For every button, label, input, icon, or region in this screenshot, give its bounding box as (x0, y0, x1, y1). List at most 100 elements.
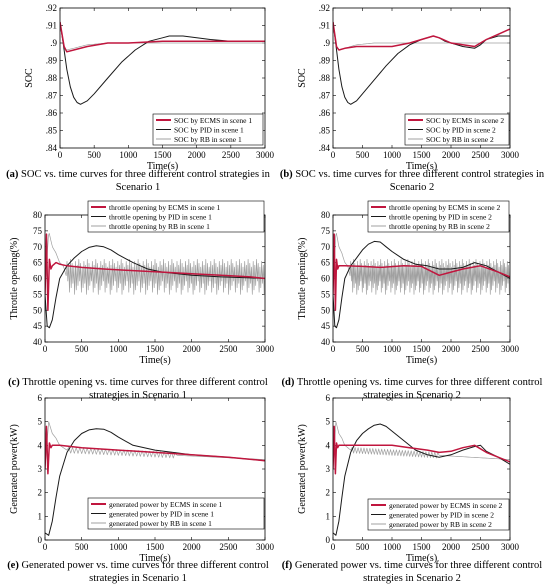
legend-label: generated power by PID in scene 2 (389, 510, 494, 519)
series-line-pid (333, 21, 510, 105)
series-line-rb (45, 232, 265, 295)
y-tick-label: 1 (326, 511, 331, 521)
y-tick-label: .89 (319, 56, 331, 66)
x-tick-label: 2000 (442, 150, 461, 160)
legend-label: generated power by ECMS in scene 2 (389, 501, 503, 510)
y-tick-label: .88 (319, 73, 331, 83)
y-tick-label: .92 (46, 3, 57, 13)
series-line-pid (45, 428, 265, 536)
x-tick-label: 3000 (501, 150, 520, 160)
x-tick-label: 0 (331, 542, 336, 552)
plot-area (333, 421, 510, 536)
y-axis-label: SOC (297, 68, 308, 88)
x-tick-label: 2000 (183, 542, 202, 552)
caption-label: (a) (6, 169, 19, 180)
x-tick-label: 2500 (219, 344, 238, 354)
y-tick-label: 0 (326, 535, 331, 545)
legend-label: SOC by ECMS in scene 1 (174, 116, 252, 125)
legend-label: throttle opening by RB in scene 1 (109, 222, 210, 231)
legend-box (367, 200, 510, 233)
x-tick-label: 500 (356, 344, 370, 354)
legend-label: generated power by RB in scene 1 (109, 519, 212, 528)
x-tick-label: 2500 (472, 542, 491, 552)
x-tick-label: 500 (87, 150, 101, 160)
legend-label: SOC by PID in scene 1 (174, 125, 244, 134)
chart-e: 0 500 1000 1500 2000 2500 3000 0 1 2 3 4 5 6 Time(s) Ge… (9, 393, 275, 564)
x-axis-label: Time(s) (139, 553, 170, 564)
x-tick-label: 2500 (219, 542, 238, 552)
x-tick-label: 3000 (501, 344, 520, 354)
legend-label: throttle opening by ECMS in scene 2 (389, 203, 500, 212)
x-tick-label: 0 (331, 344, 336, 354)
caption-e: (e) Generated power vs. time curves for … (3, 559, 273, 585)
legend: generated power by ECMS in scene 1genera… (87, 497, 265, 530)
x-tick-label: 2500 (472, 150, 491, 160)
series-line-rb (60, 21, 265, 51)
legend: throttle opening by ECMS in scene 2throt… (367, 200, 510, 233)
y-tick-label: 2 (326, 488, 331, 498)
caption-f: (f) Generated power vs. time curves for … (277, 559, 547, 585)
plot-frame (59, 7, 266, 149)
y-tick-label: .91 (46, 21, 57, 31)
y-tick-label: 4 (326, 440, 331, 450)
y-tick-label: .87 (46, 91, 58, 101)
x-tick-label: 1000 (109, 542, 128, 552)
legend-label: throttle opening by PID in scene 2 (389, 212, 492, 221)
x-tick-label: 2000 (442, 344, 461, 354)
x-axis-label: Time(s) (147, 161, 178, 172)
x-tick-label: 1000 (383, 150, 402, 160)
y-axis-label: Generated power(kW) (9, 424, 20, 514)
caption-text: Throttle opening vs. time curves for thr… (19, 377, 268, 401)
y-tick-label: 45 (33, 321, 43, 331)
y-tick-label: .9 (323, 38, 330, 48)
series-line-ecms (333, 21, 510, 51)
x-axis-label: Time(s) (139, 355, 170, 366)
plot-area (45, 421, 265, 536)
y-tick-label: .86 (319, 108, 331, 118)
legend-label: generated power by RB in scene 2 (389, 520, 492, 529)
series-line-pid (45, 245, 265, 329)
legend-label: throttle opening by PID in scene 1 (109, 212, 212, 221)
series-line-ecms (333, 425, 510, 475)
x-tick-label: 1500 (413, 542, 432, 552)
chart-c: 0 500 1000 1500 2000 2500 3000 40 45 50 55 60 65 70 75… (9, 200, 275, 366)
legend-box (87, 200, 265, 233)
y-tick-label: 5 (38, 417, 43, 427)
x-axis-label: Time(s) (406, 553, 437, 564)
series-line-ecms (45, 233, 265, 312)
y-tick-label: 6 (326, 393, 331, 403)
x-tick-label: 500 (75, 542, 89, 552)
y-axis-label: Generated power(kW) (297, 424, 308, 514)
y-tick-label: .92 (319, 3, 330, 13)
x-tick-label: 1000 (383, 344, 402, 354)
y-tick-label: .84 (46, 143, 58, 153)
legend: generated power by ECMS in scene 2genera… (367, 498, 510, 531)
y-tick-label: 2 (38, 488, 43, 498)
x-axis-label: Time(s) (406, 161, 437, 172)
x-tick-label: 1000 (109, 344, 128, 354)
x-tick-label: 3000 (256, 150, 275, 160)
series-line-rb (45, 421, 265, 470)
y-tick-label: 55 (33, 289, 43, 299)
chart-a: 0 500 1000 1500 2000 2500 3000 .84 .85 .86 .87 .88.… (24, 3, 275, 172)
caption-label: (d) (281, 377, 295, 388)
y-tick-label: 60 (33, 274, 43, 284)
y-tick-label: .85 (319, 126, 331, 136)
x-tick-label: 1000 (119, 150, 138, 160)
y-tick-label: 40 (33, 337, 43, 347)
caption-label: (e) (7, 560, 19, 571)
x-tick-label: 1500 (154, 150, 173, 160)
y-tick-label: 75 (321, 226, 331, 236)
y-tick-label: .85 (46, 126, 58, 136)
x-tick-label: 0 (331, 150, 336, 160)
legend-label: SOC by RB in scene 1 (174, 135, 242, 144)
plot-frame (332, 7, 511, 149)
caption-a: (a) SOC vs. time curves for three differ… (3, 168, 273, 194)
y-tick-label: .91 (319, 21, 330, 31)
y-axis-label: Throttle opening(%) (9, 238, 20, 320)
y-tick-label: 50 (321, 305, 331, 315)
chart-d: 0 500 1000 1500 2000 2500 3000 40 45 50 55 60 65 70 75… (297, 200, 520, 366)
x-tick-label: 1500 (146, 542, 165, 552)
y-tick-label: 3 (38, 464, 43, 474)
